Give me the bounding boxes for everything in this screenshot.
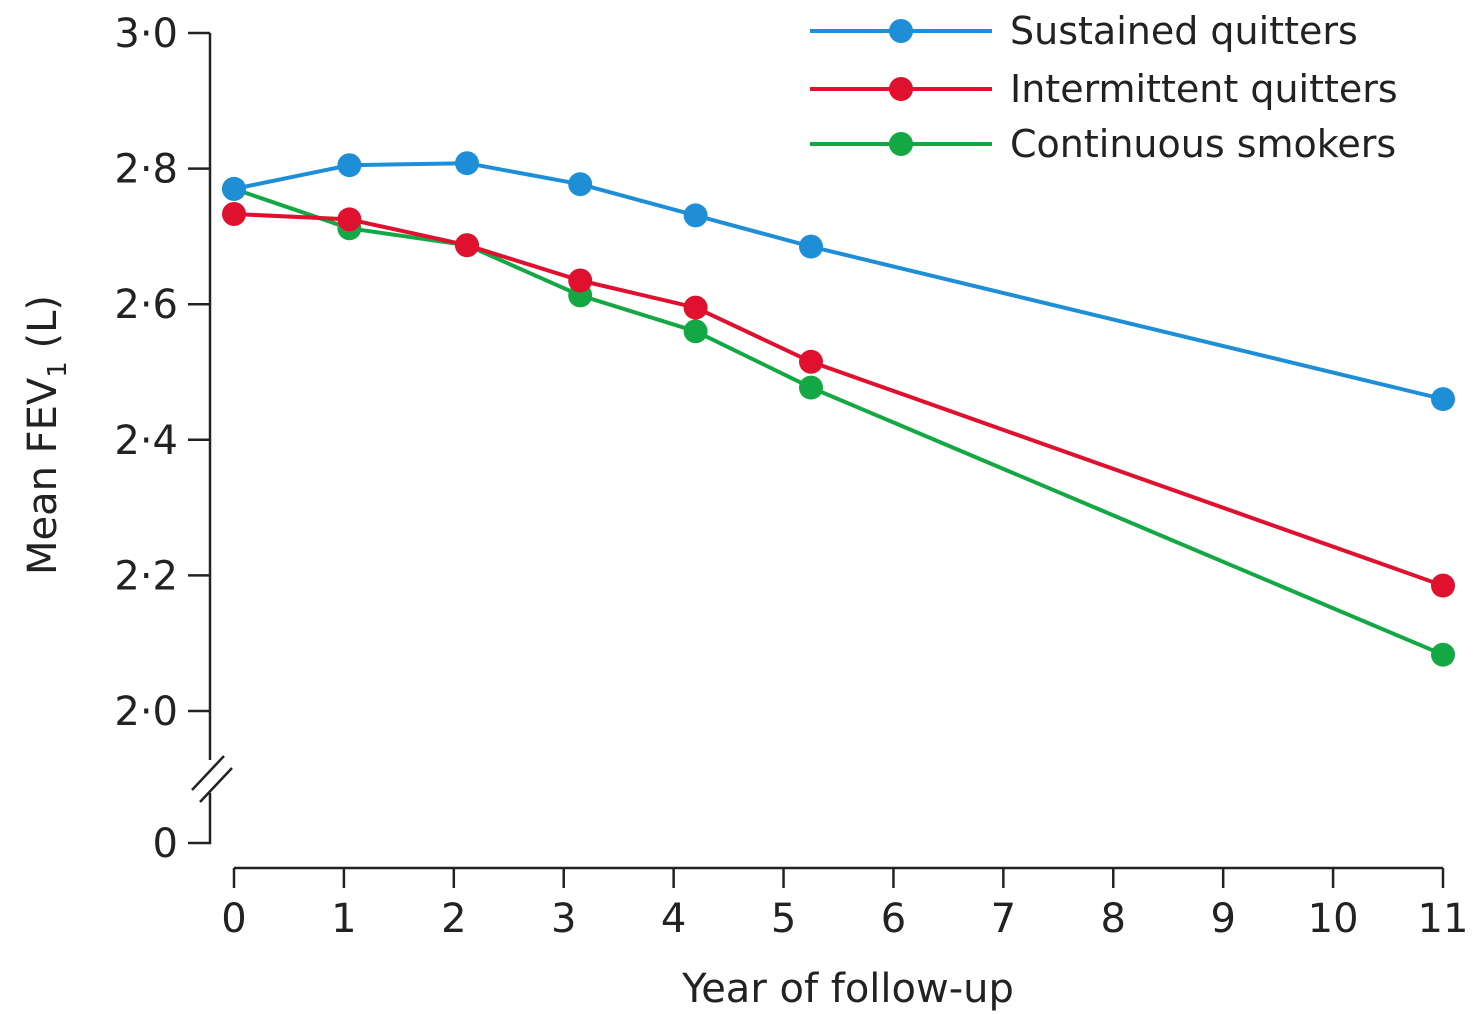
y-tick-label: 3·0 bbox=[114, 11, 178, 57]
data-point-intermittent-quitters bbox=[568, 268, 593, 293]
legend-item-intermittent-quitters: Intermittent quitters bbox=[810, 67, 1398, 111]
x-tick-label: 3 bbox=[551, 896, 576, 942]
x-tick-label: 5 bbox=[771, 896, 796, 942]
data-point-sustained-quitters bbox=[337, 153, 362, 178]
y-tick-label: 2·8 bbox=[114, 147, 178, 193]
y-tick-label: 2·4 bbox=[114, 418, 178, 464]
y-axis-title-subscript: 1 bbox=[43, 361, 73, 378]
data-point-sustained-quitters bbox=[1431, 387, 1455, 412]
legend-label: Continuous smokers bbox=[1010, 122, 1396, 166]
series-layer bbox=[222, 151, 1455, 667]
series-line-sustained-quitters bbox=[233, 161, 1444, 402]
y-tick-label-zero: 0 bbox=[153, 821, 178, 867]
data-point-intermittent-quitters bbox=[799, 349, 823, 374]
series-line-continuous-smokers bbox=[233, 187, 1444, 657]
legend-label: Intermittent quitters bbox=[1010, 67, 1398, 111]
y-axis: 3·0 2·8 2·6 2·4 2·2 2·0 0 bbox=[114, 11, 233, 867]
data-point-sustained-quitters bbox=[683, 203, 708, 228]
y-axis-title-unit: (L) bbox=[20, 295, 66, 361]
x-tick-label: 6 bbox=[881, 896, 906, 942]
x-tick-label: 10 bbox=[1308, 896, 1359, 942]
x-tick-label: 1 bbox=[331, 896, 356, 942]
legend-item-sustained-quitters: Sustained quitters bbox=[810, 9, 1358, 53]
x-tick-label: 4 bbox=[661, 896, 686, 942]
legend-item-continuous-smokers: Continuous smokers bbox=[810, 122, 1396, 166]
data-point-continuous-smokers bbox=[683, 319, 708, 344]
data-point-sustained-quitters bbox=[568, 172, 593, 197]
legend-swatch-marker bbox=[889, 77, 913, 101]
legend-swatch-marker bbox=[889, 132, 913, 156]
data-point-continuous-smokers bbox=[1431, 642, 1455, 667]
y-axis-title: Mean FEV1 (L) bbox=[20, 295, 73, 575]
y-tick-label: 2·6 bbox=[114, 282, 178, 328]
x-tick-label: 8 bbox=[1101, 896, 1126, 942]
data-point-sustained-quitters bbox=[222, 176, 246, 201]
y-tick-label: 2·0 bbox=[114, 689, 178, 735]
series-continuous-smokers bbox=[222, 176, 1455, 667]
data-point-intermittent-quitters bbox=[1431, 573, 1455, 598]
x-tick-label: 11 bbox=[1418, 896, 1469, 942]
y-axis-line-lower bbox=[188, 793, 212, 845]
x-tick-label: 2 bbox=[441, 896, 466, 942]
x-axis-title: Year of follow-up bbox=[681, 966, 1014, 1012]
x-tick-label: 0 bbox=[221, 896, 246, 942]
legend-swatch-marker bbox=[889, 19, 913, 43]
y-axis-title-main: Mean FEV bbox=[20, 377, 66, 575]
y-axis-break-mark bbox=[191, 755, 233, 803]
y-tick-label: 2·2 bbox=[114, 553, 178, 599]
data-point-intermittent-quitters bbox=[455, 233, 479, 258]
data-point-sustained-quitters bbox=[799, 234, 823, 259]
x-tick-label: 7 bbox=[991, 896, 1016, 942]
x-axis: 0 1 2 3 4 5 6 7 8 9 10 11 bbox=[221, 866, 1469, 942]
data-point-continuous-smokers bbox=[799, 375, 823, 400]
data-point-intermittent-quitters bbox=[222, 202, 246, 226]
series-sustained-quitters bbox=[222, 151, 1455, 412]
data-point-sustained-quitters bbox=[455, 151, 479, 176]
series-intermittent-quitters bbox=[222, 202, 1455, 598]
data-point-intermittent-quitters bbox=[683, 295, 708, 320]
data-point-intermittent-quitters bbox=[337, 207, 362, 232]
legend: Sustained quitters Intermittent quitters C… bbox=[810, 9, 1398, 166]
legend-label: Sustained quitters bbox=[1010, 9, 1358, 53]
x-tick-label: 9 bbox=[1210, 896, 1235, 942]
